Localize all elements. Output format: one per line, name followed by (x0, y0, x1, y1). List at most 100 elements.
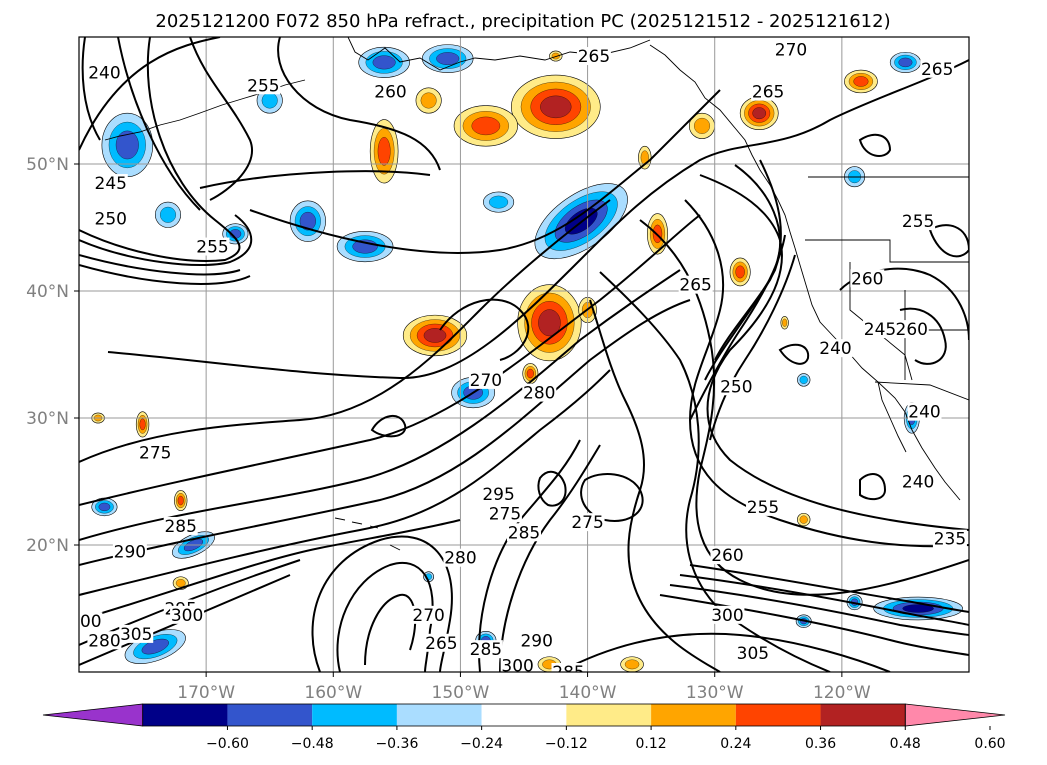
colorbar-frame (142, 703, 906, 727)
contour-line (79, 214, 701, 506)
y-tick-label: 50°N (26, 155, 69, 175)
precip-fill-level (299, 211, 316, 231)
contour-label-bg (468, 640, 503, 659)
contour-line (79, 519, 461, 621)
contour-line (669, 584, 969, 636)
precip-fill-level (902, 604, 934, 613)
contour-label-bg (551, 663, 586, 672)
contour-label-bg (710, 605, 745, 624)
contour-line (689, 234, 786, 421)
contour-label: 300 (69, 612, 101, 632)
colorbar-segment (142, 704, 228, 726)
precip-blob (415, 87, 442, 114)
contour-line (79, 264, 251, 285)
contour-label: 265 (752, 83, 784, 103)
contour-line (117, 37, 201, 211)
map-frame (78, 36, 970, 673)
colorbar-extend-max (904, 703, 1006, 727)
contour-label-bg (411, 605, 446, 624)
contour-label: 275 (139, 443, 171, 463)
contour-label-bg (710, 546, 745, 565)
contour-label: 305 (737, 644, 769, 664)
contour-label-bg (901, 472, 936, 491)
colorbar-tick-label: −0.12 (545, 736, 588, 752)
colorbar-tick-label: 0.12 (636, 736, 667, 752)
contour-label: 300 (501, 657, 533, 677)
contour-label: 240 (902, 473, 934, 493)
precip-fill-level (898, 57, 913, 68)
precip-blob (289, 200, 326, 242)
contour-label-bg (373, 82, 408, 101)
precip-blob (780, 316, 789, 330)
contour-label-bg (487, 504, 522, 523)
colorbar-segment (566, 704, 652, 726)
contour-label: 275 (489, 504, 521, 524)
us-west-coast (794, 247, 961, 501)
contour-label-bg (468, 370, 503, 389)
contour-label-bg (746, 497, 781, 516)
contour-line (709, 254, 796, 441)
contour-label-bg (907, 402, 942, 421)
contour-label-bg (894, 320, 929, 339)
contour-label: 270 (470, 371, 502, 391)
contour-label: 300 (711, 606, 743, 626)
chart-title: 2025121200 F072 850 hPa refract., precip… (155, 11, 890, 32)
contour-line (659, 594, 969, 656)
contour-label-bg (901, 212, 936, 231)
colorbar-segment (820, 704, 906, 726)
contour-line (189, 37, 253, 201)
contour-label-bg (119, 624, 154, 643)
x-tick-label: 150°W (432, 683, 490, 703)
colorbar-segment (735, 704, 821, 726)
precip-blob (797, 512, 811, 527)
contour-label-bg (719, 377, 754, 396)
colorbar-tick-label: −0.36 (375, 736, 418, 752)
colorbar-segment (312, 704, 397, 726)
contour-line (79, 369, 611, 596)
precip-fill-level (538, 309, 561, 337)
contour-label-bg (87, 63, 122, 82)
precip-blob (135, 411, 150, 438)
contour-label: 265 (425, 634, 457, 654)
precip-fill-level (115, 130, 139, 160)
precip-fill-level (853, 76, 869, 87)
colorbar-segment (651, 704, 736, 726)
bc-coast (649, 44, 796, 249)
contour-label-bg (481, 485, 516, 504)
precip-fill-level (799, 375, 808, 384)
contour-label: 255 (902, 212, 934, 232)
precip-blob (154, 201, 182, 228)
contour-label-bg (932, 529, 967, 548)
contour-label: 260 (896, 320, 928, 340)
colorbar-segment (481, 704, 567, 726)
contour-label: 260 (374, 83, 406, 103)
precip-blob (124, 629, 186, 664)
contour-label: 240 (819, 339, 851, 359)
contour-line (599, 271, 831, 672)
contour-label: 270 (412, 606, 444, 626)
contour-label: 250 (720, 377, 752, 397)
contour-label: 285 (508, 523, 540, 543)
contour-label: 290 (520, 631, 552, 651)
y-tick-label: 20°N (26, 536, 69, 556)
precip-blob (101, 112, 154, 177)
precip-blob (483, 191, 515, 213)
colorbar-tick-label: −0.48 (291, 736, 334, 752)
contour-label-bg (519, 631, 554, 650)
precip-blob (638, 145, 652, 170)
precip-fill-level (624, 659, 640, 670)
contour-label-bg (850, 269, 885, 288)
colorbar-segment (227, 704, 313, 726)
contour-label: 295 (482, 485, 514, 505)
precip-blob (729, 257, 751, 287)
contour-label: 245 (95, 174, 127, 194)
contour-label: 275 (571, 513, 603, 533)
precip-fill-level (694, 117, 710, 134)
precip-fill-level (489, 195, 509, 209)
precip-fill-level (175, 579, 186, 588)
precip-blob (620, 656, 644, 672)
x-tick-label: 160°W (304, 683, 362, 703)
contour-label: 270 (775, 41, 807, 61)
contour-line (439, 298, 530, 361)
precip-fill-level (377, 137, 391, 166)
